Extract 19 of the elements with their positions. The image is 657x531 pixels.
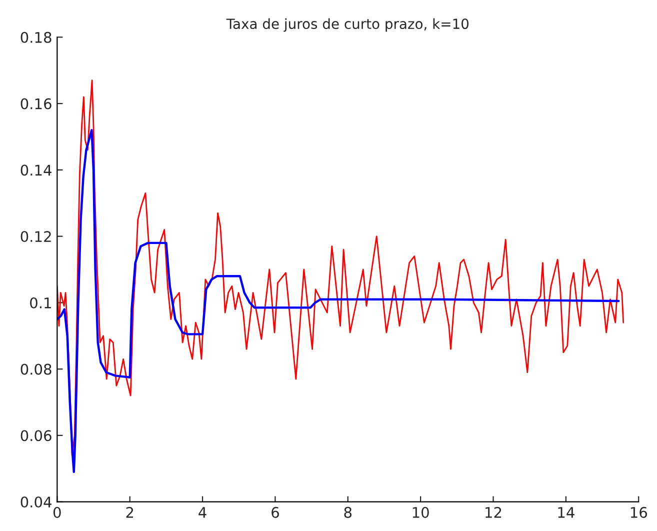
x-tick-label: 4 xyxy=(198,507,206,518)
y-tick-label: 0.08 xyxy=(20,364,52,375)
y-tick-label: 0.1 xyxy=(30,297,51,308)
y-tick-label: 0.16 xyxy=(20,98,52,110)
line-series xyxy=(57,128,620,474)
x-tick-label: 6 xyxy=(272,506,279,518)
x-tick-label: 2 xyxy=(126,506,134,518)
y-tick-label: 0.18 xyxy=(20,32,52,43)
y-tick-label: 0.06 xyxy=(20,430,52,442)
y-tick-label: 0.12 xyxy=(20,231,51,242)
x-tick-label: 10 xyxy=(412,506,429,518)
y-tick-label: 0.14 xyxy=(20,164,52,176)
x-tick-label: 0 xyxy=(53,506,61,518)
x-tick-label: 16 xyxy=(630,506,647,518)
chart-title: Taxa de juros de curto prazo, k=10 xyxy=(226,18,469,32)
x-tick-label: 8 xyxy=(344,506,352,518)
x-tick-label: 12 xyxy=(486,506,502,518)
y-tick-label: 0.04 xyxy=(20,496,52,508)
x-tick-label: 14 xyxy=(558,507,574,518)
